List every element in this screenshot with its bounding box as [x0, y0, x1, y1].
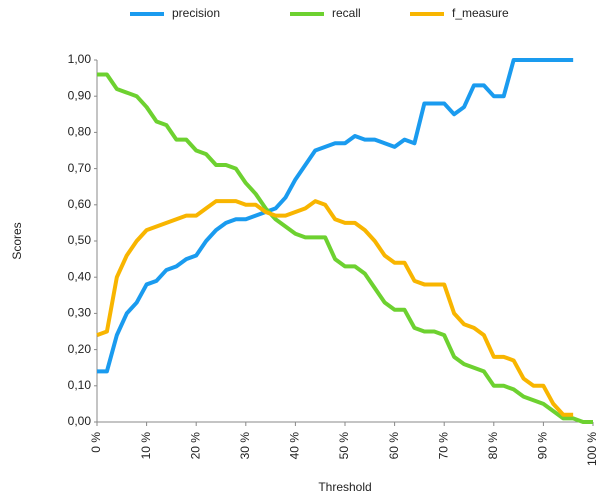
- x-tick-label: 90 %: [536, 432, 550, 460]
- x-tick-label: 70 %: [436, 432, 450, 460]
- legend-label: recall: [332, 6, 361, 20]
- y-tick-label: 0,00: [68, 414, 92, 428]
- y-tick-label: 0,90: [68, 88, 92, 102]
- series-line: [96, 199, 574, 417]
- y-tick-label: 0,20: [68, 342, 92, 356]
- y-tick-label: 0,30: [68, 306, 92, 320]
- legend-label: f_measure: [452, 6, 509, 20]
- x-tick-label: 50 %: [337, 432, 351, 460]
- series-line: [97, 58, 574, 374]
- y-tick-label: 0,40: [68, 269, 92, 283]
- x-tick-label: 40 %: [288, 432, 302, 460]
- x-tick-label: 30 %: [238, 432, 252, 460]
- y-tick-label: 0,10: [68, 378, 92, 392]
- x-tick-label: 80 %: [486, 432, 500, 460]
- y-axis-label: Scores: [10, 222, 24, 259]
- x-tick-label: 100 %: [585, 432, 599, 466]
- y-tick-label: 1,00: [68, 52, 92, 66]
- y-tick-label: 0,70: [68, 161, 92, 175]
- x-tick-label: 20 %: [188, 432, 202, 460]
- y-tick-label: 0,60: [68, 197, 92, 211]
- y-tick-label: 0,50: [68, 233, 92, 247]
- series-line: [97, 72, 593, 424]
- x-tick-label: 0 %: [89, 432, 103, 453]
- y-tick-label: 0,80: [68, 125, 92, 139]
- x-tick-label: 10 %: [139, 432, 153, 460]
- legend-label: precision: [172, 6, 220, 20]
- x-axis-label: Threshold: [318, 480, 371, 494]
- x-tick-label: 60 %: [387, 432, 401, 460]
